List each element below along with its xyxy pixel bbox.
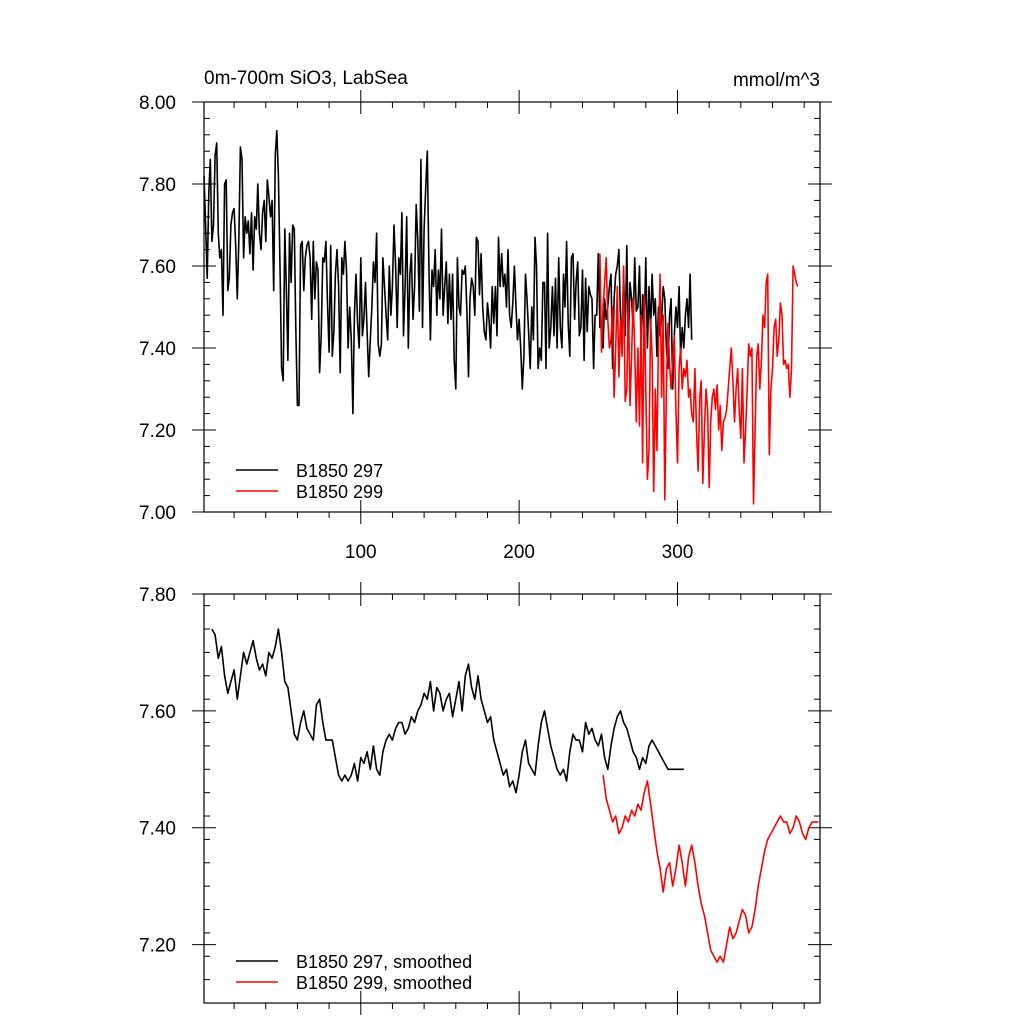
bottom-legend: B1850 297, smoothed B1850 299, smoothed (236, 952, 472, 993)
top-panel: 0m-700m SiO3, LabSea mmol/m^3 7.007.207.… (139, 68, 832, 563)
legend-label-b1850-297-smoothed: B1850 297, smoothed (296, 952, 472, 972)
bot-ytick-label: 7.80 (139, 585, 176, 606)
series-line-b1850-297 (203, 129, 693, 415)
top-ytick-label: 7.60 (139, 257, 176, 278)
bottom-plot-frame (203, 593, 821, 1004)
bot-ytick-label: 7.40 (139, 819, 176, 840)
top-ytick-label: 7.20 (139, 421, 176, 442)
top-xtick-label: 300 (662, 542, 694, 563)
top-ytick-label: 8.00 (139, 93, 176, 114)
top-chart-units: mmol/m^3 (733, 70, 820, 91)
legend-label-b1850-299-smoothed: B1850 299, smoothed (296, 973, 472, 993)
top-series-group (203, 129, 799, 505)
bot-ytick-label: 7.20 (139, 936, 176, 957)
top-legend: B1850 297 B1850 299 (236, 461, 383, 502)
bottom-y-axis: 7.20 7.40 7.60 7.80 (139, 585, 832, 957)
bottom-series-group (211, 628, 819, 963)
top-ytick-label: 7.80 (139, 175, 176, 196)
series-line-b1850-299-smoothed (602, 774, 819, 963)
bottom-x-axis (360, 582, 678, 1015)
top-y-axis: 7.00 7.20 7.40 7.60 7.80 8.00 (139, 93, 832, 524)
top-x-axis: 100 200 300 (345, 90, 693, 563)
bottom-minor-ticks (204, 594, 820, 1009)
top-plot-frame (203, 101, 821, 513)
bottom-panel: 7.20 7.40 7.60 7.80 B1850 297, smoothed B18… (139, 582, 832, 1015)
top-chart-title: 0m-700m SiO3, LabSea (204, 68, 408, 89)
legend-label-b1850-299: B1850 299 (296, 482, 383, 502)
legend-label-b1850-297: B1850 297 (296, 461, 383, 481)
top-xtick-label: 100 (345, 542, 377, 563)
bot-ytick-label: 7.60 (139, 702, 176, 723)
series-line-b1850-297-smoothed (211, 628, 684, 794)
top-ytick-label: 7.40 (139, 339, 176, 360)
top-ytick-label: 7.00 (139, 503, 176, 524)
series-line-b1850-299 (599, 253, 799, 505)
top-xtick-label: 200 (503, 542, 535, 563)
